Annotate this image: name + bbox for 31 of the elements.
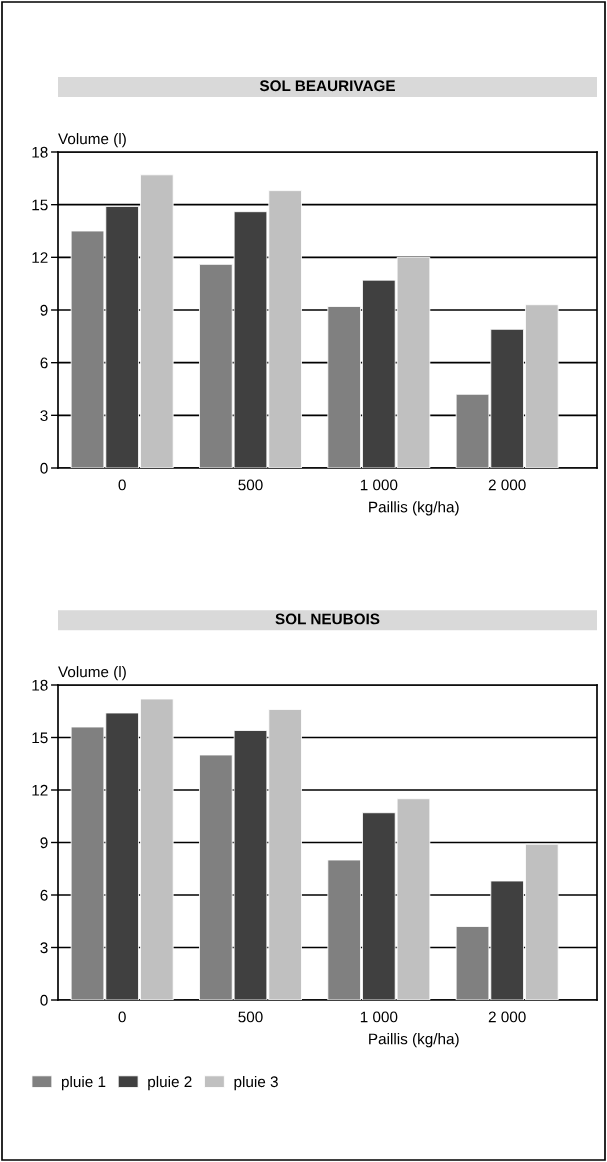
chart-title: SOL NEUBOIS bbox=[275, 613, 380, 625]
y-tick-label: 12 bbox=[32, 784, 48, 796]
y-tick-label: 15 bbox=[32, 732, 48, 744]
legend-label: pluie 3 bbox=[234, 1075, 278, 1091]
y-tick-label: 0 bbox=[40, 994, 48, 1006]
y-tick-label: 18 bbox=[32, 679, 48, 691]
y-tick-label: 9 bbox=[40, 837, 48, 849]
y-tick-label: 6 bbox=[40, 889, 48, 901]
x-tick-label: 1 000 bbox=[360, 1011, 398, 1023]
y-tick-label: 3 bbox=[40, 942, 48, 954]
x-tick-label: 1 000 bbox=[360, 479, 398, 491]
y-axis-title: Volume (l) bbox=[58, 666, 126, 681]
y-tick-label: 6 bbox=[40, 357, 48, 369]
x-tick-label: 0 bbox=[118, 479, 126, 491]
y-tick-label: 18 bbox=[32, 146, 48, 158]
y-axis-title: Volume (l) bbox=[58, 133, 126, 148]
x-tick-label: 500 bbox=[238, 479, 263, 491]
x-axis-title: Paillis (kg/ha) bbox=[369, 501, 459, 516]
legend-label: pluie 2 bbox=[148, 1075, 192, 1091]
y-tick-label: 12 bbox=[32, 252, 48, 263]
x-tick-label: 2 000 bbox=[488, 479, 526, 491]
y-tick-label: 9 bbox=[40, 304, 48, 316]
chart-title: SOL BEAURIVAGE bbox=[259, 80, 395, 92]
y-tick-label: 15 bbox=[32, 199, 48, 211]
legend-label: pluie 1 bbox=[61, 1075, 106, 1091]
y-tick-label: 3 bbox=[40, 410, 48, 422]
x-tick-label: 2 000 bbox=[488, 1011, 526, 1023]
x-tick-label: 500 bbox=[238, 1011, 263, 1023]
x-tick-label: 0 bbox=[118, 1011, 126, 1023]
y-tick-label: 0 bbox=[40, 462, 48, 474]
x-axis-title: Paillis (kg/ha) bbox=[369, 1033, 459, 1048]
